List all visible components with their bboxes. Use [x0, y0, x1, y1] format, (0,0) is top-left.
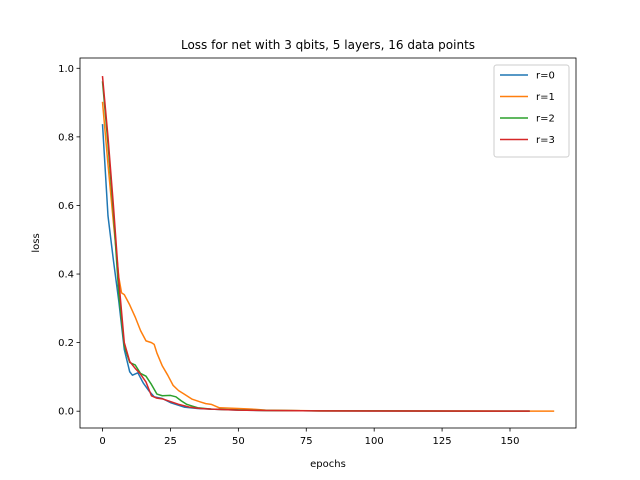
y-tick-label: 0.4 — [58, 270, 74, 281]
legend-label-r0: r=0 — [536, 71, 555, 82]
x-axis-label: epochs — [310, 459, 346, 470]
x-tick-label: 0 — [99, 436, 105, 447]
y-axis-label: loss — [31, 233, 42, 252]
legend-label-r3: r=3 — [536, 135, 555, 146]
y-tick-label: 0.2 — [58, 338, 74, 349]
chart-title: Loss for net with 3 qbits, 5 layers, 16 … — [181, 38, 475, 52]
plot-frame — [79, 57, 577, 429]
y-tick-label: 0.6 — [58, 201, 74, 212]
x-tick-label: 50 — [232, 436, 245, 447]
legend: r=0 r=1 r=2 r=3 — [493, 64, 570, 158]
legend-box — [493, 64, 570, 158]
y-tick-label: 1.0 — [58, 64, 74, 75]
x-tick-label: 150 — [500, 436, 519, 447]
x-tick-label: 125 — [433, 436, 452, 447]
series-layer — [101, 76, 555, 412]
x-axis: 0 25 50 75 100 125 150 — [99, 428, 520, 447]
x-tick-label: 25 — [164, 436, 177, 447]
legend-label-r1: r=1 — [536, 92, 555, 103]
y-tick-label: 0.0 — [58, 407, 74, 418]
legend-label-r2: r=2 — [536, 114, 555, 125]
y-tick-label: 0.8 — [58, 132, 74, 143]
x-tick-label: 75 — [300, 436, 313, 447]
y-axis: 0.0 0.2 0.4 0.6 0.8 1.0 — [58, 64, 80, 418]
x-tick-label: 100 — [365, 436, 384, 447]
series-line-r3 — [101, 76, 530, 412]
